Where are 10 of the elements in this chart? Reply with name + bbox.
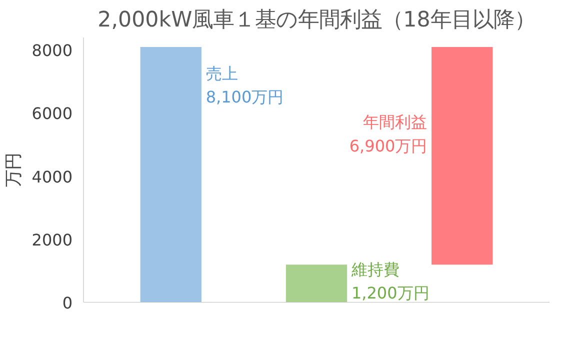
y-tick-label: 2000	[32, 230, 72, 250]
y-axis-title: 万円	[4, 153, 24, 187]
y-tick-label: 6000	[32, 104, 72, 124]
y-tick-label: 8000	[32, 41, 72, 60]
annotation: 年間利益 6,900万円	[349, 112, 428, 156]
annotation: 売上 8,100万円	[206, 64, 284, 107]
annotation: 維持費 1,200万円	[350, 260, 430, 302]
chart-title: 2,000kW風車１基の年間利益（18年目以降）	[98, 8, 536, 32]
y-tick-label: 4000	[32, 167, 72, 186]
y-tick-label: 0	[62, 294, 73, 312]
